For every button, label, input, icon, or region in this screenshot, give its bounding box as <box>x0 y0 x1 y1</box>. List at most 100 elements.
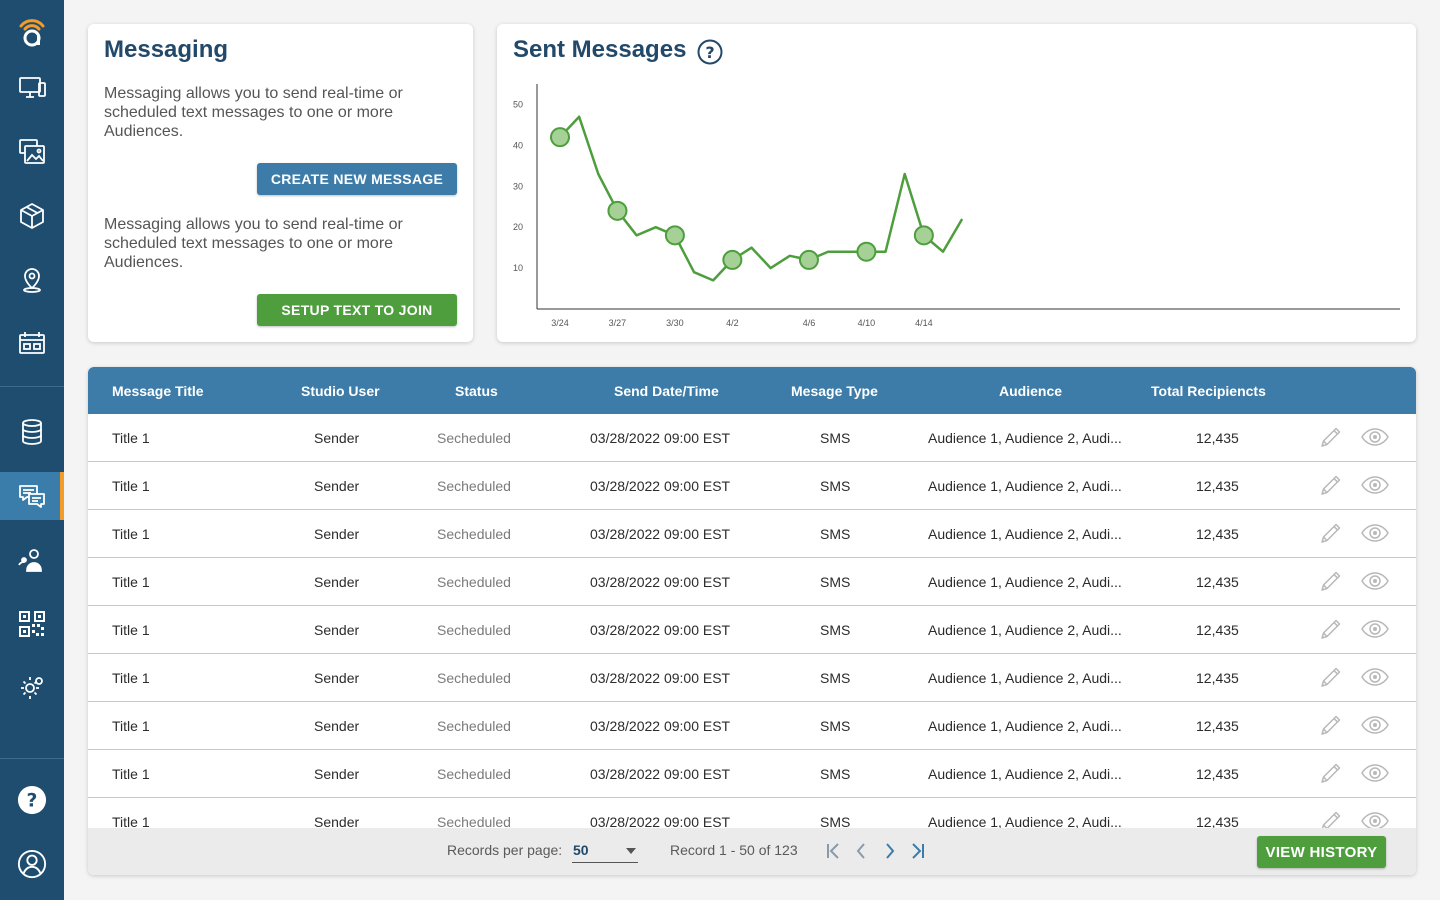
messages-table: Message Title Studio User Status Send Da… <box>88 367 1416 875</box>
first-page-icon[interactable] <box>824 842 842 860</box>
column-header-message-title[interactable]: Message Title <box>112 382 204 399</box>
column-header-message-type[interactable]: Mesage Type <box>791 382 878 399</box>
messaging-card: Messaging Messaging allows you to send r… <box>88 24 473 342</box>
cell-studio-user: Sender <box>314 669 360 686</box>
edit-pencil-icon[interactable] <box>1319 617 1343 641</box>
cell-studio-user: Sender <box>314 717 360 734</box>
cell-audience: Audience 1, Audience 2, Audi... <box>928 669 1122 686</box>
cell-message-title: Title 1 <box>112 429 150 446</box>
cell-message-type: SMS <box>820 573 851 590</box>
edit-pencil-icon[interactable] <box>1319 713 1343 737</box>
view-eye-icon[interactable] <box>1360 569 1390 593</box>
cell-status: Secheduled <box>437 813 511 829</box>
cell-audience: Audience 1, Audience 2, Audi... <box>928 717 1122 734</box>
cell-message-type: SMS <box>820 429 851 446</box>
cell-total-recipients: 12,435 <box>1196 621 1239 638</box>
view-eye-icon[interactable] <box>1360 665 1390 689</box>
edit-pencil-icon[interactable] <box>1319 665 1343 689</box>
chart-title: Sent Messages <box>513 36 687 63</box>
view-eye-icon[interactable] <box>1360 809 1390 828</box>
y-tick-label: 10 <box>513 263 523 273</box>
x-tick-label: 4/14 <box>915 318 933 328</box>
help-icon[interactable]: ? <box>0 776 64 824</box>
media-gallery-icon[interactable] <box>0 128 64 176</box>
view-eye-icon[interactable] <box>1360 425 1390 449</box>
table-row[interactable]: Title 1 Sender Secheduled 03/28/2022 09:00 … <box>88 414 1416 462</box>
cell-message-type: SMS <box>820 525 851 542</box>
cell-message-type: SMS <box>820 669 851 686</box>
database-icon[interactable] <box>0 408 64 456</box>
cell-send-date-time: 03/28/2022 09:00 EST <box>590 813 731 829</box>
y-tick-label: 40 <box>513 140 523 150</box>
column-header-status[interactable]: Status <box>455 382 498 399</box>
column-header-send-date-time[interactable]: Send Date/Time <box>614 382 719 399</box>
messaging-description: Messaging allows you to send real-time o… <box>104 85 403 140</box>
table-row[interactable]: Title 1 Sender Secheduled 03/28/2022 09:00 … <box>88 798 1416 828</box>
view-history-button[interactable]: VIEW HISTORY <box>1257 836 1386 868</box>
records-per-page-select[interactable]: 50 <box>572 837 638 863</box>
x-tick-label: 3/24 <box>551 318 569 328</box>
view-eye-icon[interactable] <box>1360 473 1390 497</box>
view-eye-icon[interactable] <box>1360 761 1390 785</box>
cell-status: Secheduled <box>437 717 511 734</box>
line-chart: 10 20 30 40 50 3/24 3/27 3/30 4/2 4/6 4/10 4/14 <box>513 84 1400 328</box>
records-per-page-label: Records per page: <box>447 842 563 858</box>
svg-text:?: ? <box>27 791 38 812</box>
cell-status: Secheduled <box>437 429 511 446</box>
calendar-screen-icon[interactable] <box>0 320 64 368</box>
monitor-icon[interactable] <box>0 64 64 112</box>
table-row[interactable]: Title 1 Sender Secheduled 03/28/2022 09:00 … <box>88 558 1416 606</box>
column-header-total-recipients[interactable]: Total Recipiencts <box>1151 382 1266 399</box>
data-point <box>550 127 570 148</box>
cell-message-title: Title 1 <box>112 621 150 638</box>
cell-total-recipients: 12,435 <box>1196 717 1239 734</box>
column-header-audience[interactable]: Audience <box>999 382 1063 399</box>
location-pin-icon[interactable] <box>0 256 64 304</box>
cell-studio-user: Sender <box>314 573 360 590</box>
table-row[interactable]: Title 1 Sender Secheduled 03/28/2022 09:00 … <box>88 750 1416 798</box>
cell-message-title: Title 1 <box>112 813 150 829</box>
table-row[interactable]: Title 1 Sender Secheduled 03/28/2022 09:00 … <box>88 606 1416 654</box>
account-avatar-icon[interactable] <box>0 840 64 888</box>
messaging-icon[interactable] <box>0 472 64 520</box>
last-page-icon[interactable] <box>909 842 927 860</box>
table-row[interactable]: Title 1 Sender Secheduled 03/28/2022 09:00 … <box>88 702 1416 750</box>
table-row[interactable]: Title 1 Sender Secheduled 03/28/2022 09:00 … <box>88 654 1416 702</box>
next-page-icon[interactable] <box>881 842 899 860</box>
view-eye-icon[interactable] <box>1360 617 1390 641</box>
cell-status: Secheduled <box>437 477 511 494</box>
x-tick-label: 4/2 <box>726 318 739 328</box>
edit-pencil-icon[interactable] <box>1319 569 1343 593</box>
cell-message-title: Title 1 <box>112 669 150 686</box>
question-circle-icon[interactable]: ? <box>697 39 723 65</box>
table-row[interactable]: Title 1 Sender Secheduled 03/28/2022 09:00 … <box>88 462 1416 510</box>
edit-pencil-icon[interactable] <box>1319 761 1343 785</box>
package-icon[interactable] <box>0 192 64 240</box>
edit-pencil-icon[interactable] <box>1319 473 1343 497</box>
audience-user-icon[interactable] <box>0 536 64 584</box>
cell-send-date-time: 03/28/2022 09:00 EST <box>590 669 731 686</box>
edit-pencil-icon[interactable] <box>1319 521 1343 545</box>
table-row[interactable]: Title 1 Sender Secheduled 03/28/2022 09:00 … <box>88 510 1416 558</box>
cell-audience: Audience 1, Audience 2, Audi... <box>928 765 1122 782</box>
cell-audience: Audience 1, Audience 2, Audi... <box>928 573 1122 590</box>
edit-pencil-icon[interactable] <box>1319 425 1343 449</box>
brand-logo-icon[interactable] <box>0 8 64 56</box>
cell-send-date-time: 03/28/2022 09:00 EST <box>590 477 731 494</box>
cell-audience: Audience 1, Audience 2, Audi... <box>928 525 1122 542</box>
setup-text-to-join-button[interactable]: SETUP TEXT TO JOIN <box>257 294 457 326</box>
create-new-message-button[interactable]: CREATE NEW MESSAGE <box>257 163 457 195</box>
view-eye-icon[interactable] <box>1360 521 1390 545</box>
cell-studio-user: Sender <box>314 813 360 829</box>
previous-page-icon[interactable] <box>852 842 870 860</box>
column-header-studio-user[interactable]: Studio User <box>301 382 380 399</box>
edit-pencil-icon[interactable] <box>1319 809 1343 828</box>
settings-gear-icon[interactable] <box>0 664 64 712</box>
qr-code-icon[interactable] <box>0 600 64 648</box>
sidebar-divider <box>0 386 64 387</box>
cell-total-recipients: 12,435 <box>1196 573 1239 590</box>
cell-audience: Audience 1, Audience 2, Audi... <box>928 429 1122 446</box>
sidebar-nav: ? <box>0 0 64 900</box>
cell-status: Secheduled <box>437 525 511 542</box>
view-eye-icon[interactable] <box>1360 713 1390 737</box>
